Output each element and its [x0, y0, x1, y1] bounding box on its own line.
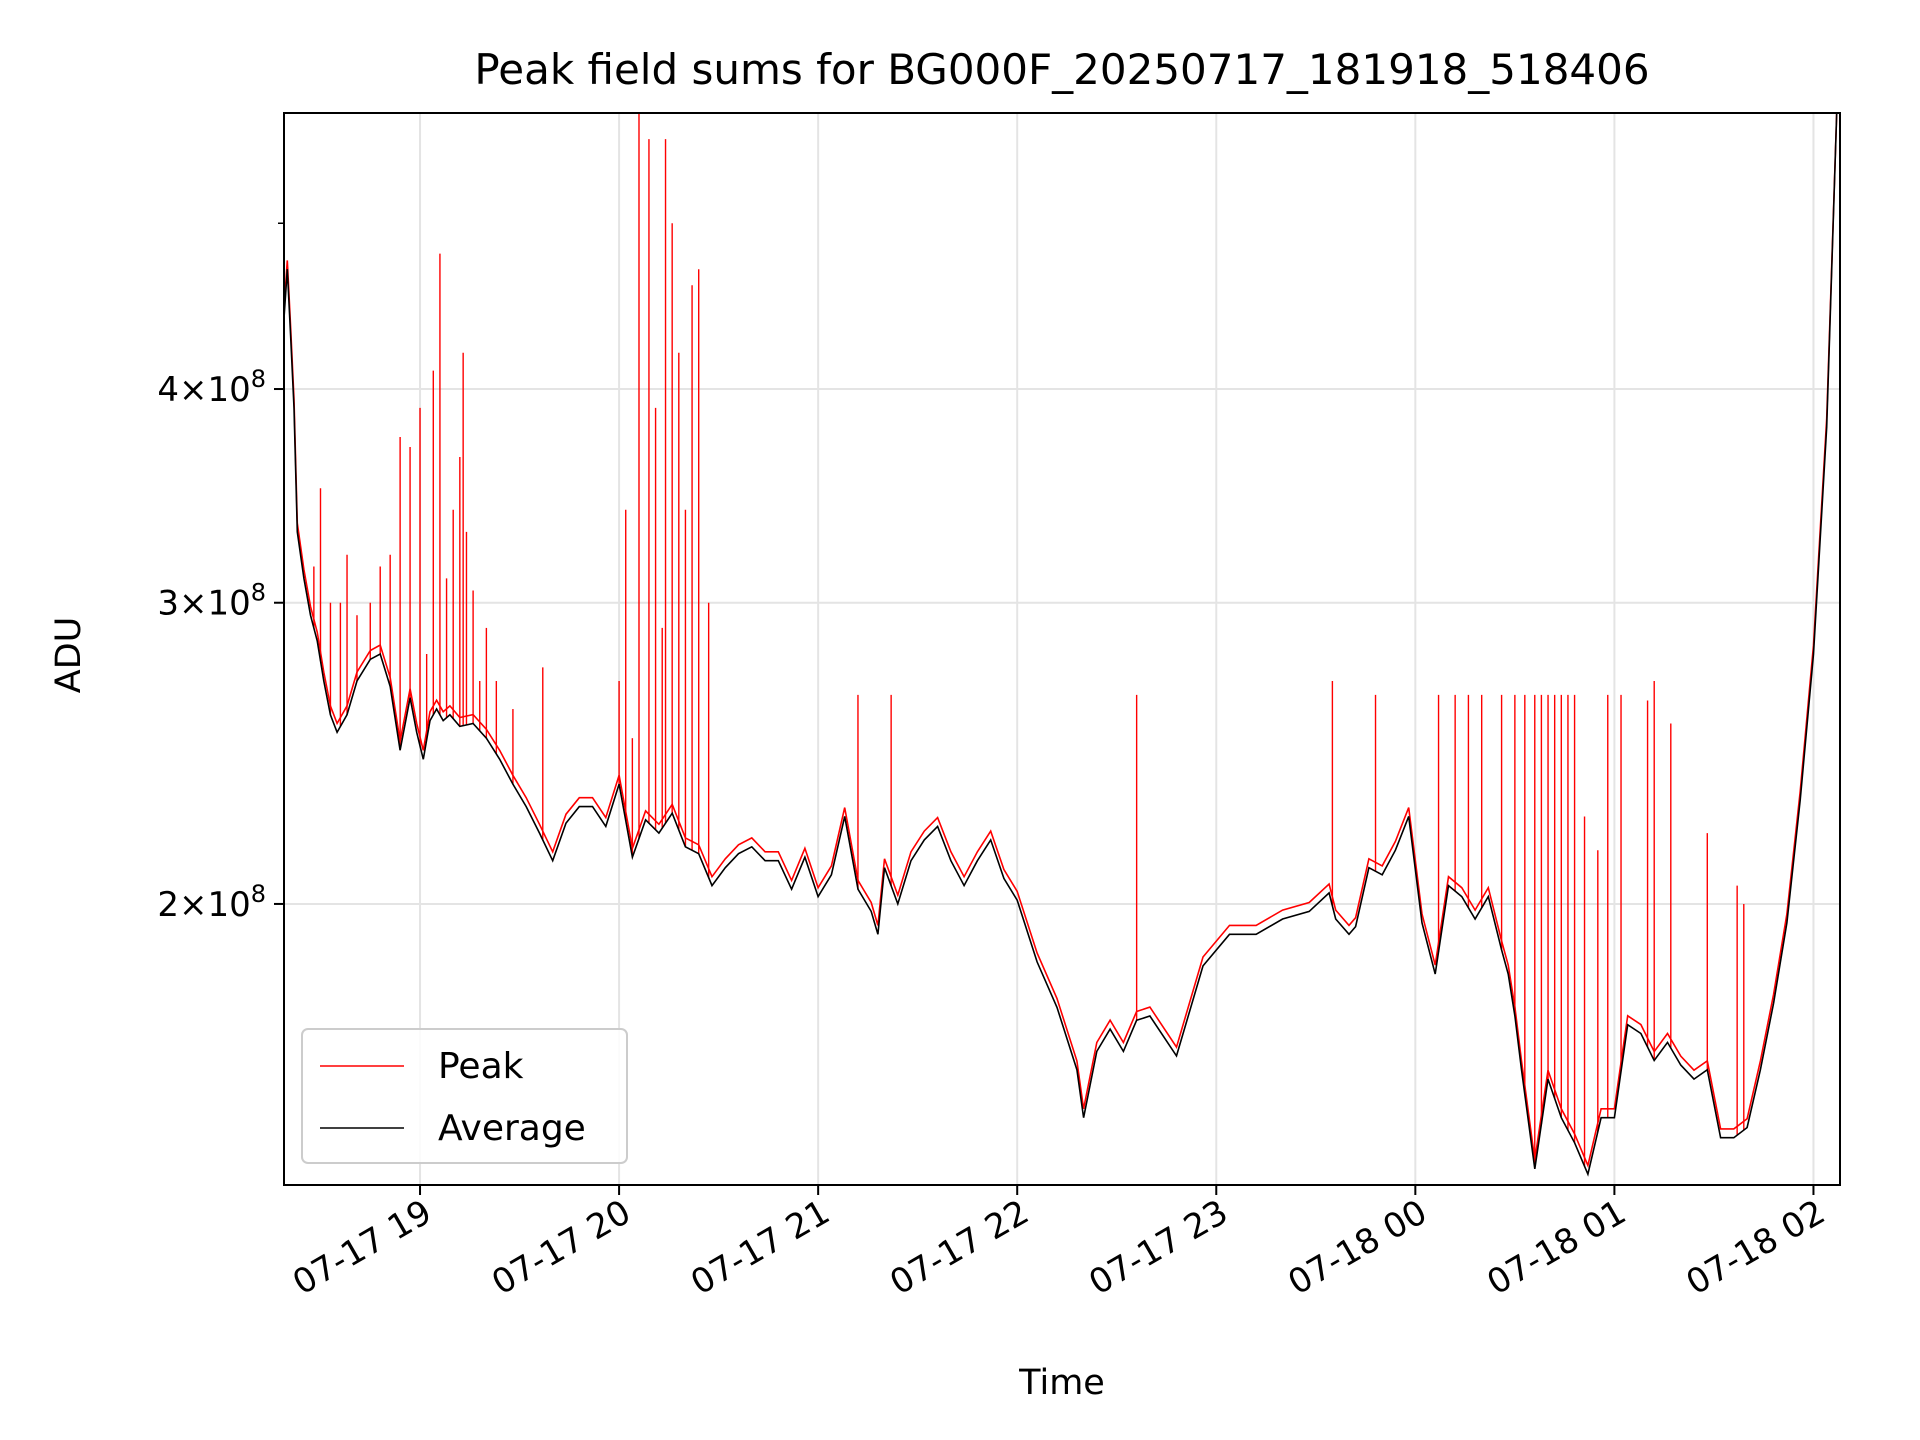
- y-axis-label: ADU: [49, 617, 89, 694]
- peak-baseline: [284, 113, 1838, 1168]
- y-tick-label: 2×108: [157, 880, 266, 925]
- series-layer: [284, 113, 1838, 1177]
- y-tick-exponent: 8: [251, 365, 266, 393]
- series-peak: [284, 113, 1838, 1169]
- chart-title: Peak field sums for BG000F_20250717_1819…: [474, 45, 1649, 94]
- y-tick-times: ×10: [179, 370, 251, 410]
- grid: [284, 113, 1840, 1185]
- plot-frame: [283, 112, 1841, 1186]
- y-tick-exponent: 8: [251, 880, 266, 908]
- y-tick-mantissa: 2: [157, 885, 179, 925]
- y-tick-exponent: 8: [251, 579, 266, 607]
- y-tick-times: ×10: [179, 885, 251, 925]
- legend-label: Peak: [438, 1046, 524, 1087]
- y-tick-mantissa: 4: [157, 370, 179, 410]
- y-tick-label: 3×108: [157, 579, 266, 624]
- y-tick-label: 4×108: [157, 365, 266, 410]
- legend-label: Average: [438, 1108, 586, 1149]
- y-tick-times: ×10: [179, 584, 251, 624]
- y-tick-mantissa: 3: [157, 584, 179, 624]
- series-average: [284, 113, 1838, 1177]
- legend-box: [301, 1028, 628, 1164]
- x-axis-label: Time: [1018, 1363, 1105, 1403]
- legend: Peak Average: [301, 1028, 628, 1164]
- average-line: [284, 113, 1838, 1177]
